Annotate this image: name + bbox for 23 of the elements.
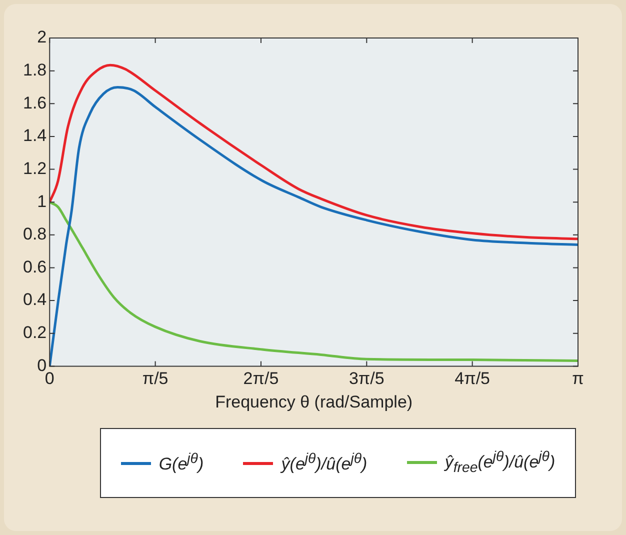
x-tick-label: 2π/5 [243, 369, 279, 388]
y-tick-label: 0 [37, 356, 47, 375]
y-tick-label: 1.2 [22, 158, 47, 178]
line-series [50, 200, 578, 362]
y-tick-label: 0.2 [22, 323, 47, 342]
line-series [50, 64, 578, 240]
x-tick-label: π [572, 369, 584, 388]
x-tick-label: 4π/5 [454, 369, 490, 388]
y-tick-label: 0.8 [22, 224, 47, 244]
x-tick-label: π/5 [142, 369, 168, 388]
y-tick-label: 1.6 [22, 93, 47, 112]
y-tick-label: 0.4 [22, 290, 47, 310]
line-series [50, 86, 578, 366]
y-tick-label: 1.8 [22, 60, 47, 80]
y-tick-label: 0.6 [22, 257, 47, 276]
legend-label: G(e$^{jθ}$) [158, 451, 204, 475]
x-tick-label: 3π/5 [348, 369, 384, 388]
x-axis-title: Frequency θ (rad/Sample) [215, 392, 413, 412]
y-tick-label: 1.4 [22, 126, 47, 146]
legend-label: ŷ(e$^{jθ}$)/û(e$^{jθ}$) [281, 451, 368, 475]
legend-label: ŷ$_{free}$(e$^{jθ}$)/û(e$^{jθ}$) [444, 449, 556, 477]
y-tick-label: 1 [37, 192, 47, 211]
y-tick-label: 2 [37, 28, 47, 47]
